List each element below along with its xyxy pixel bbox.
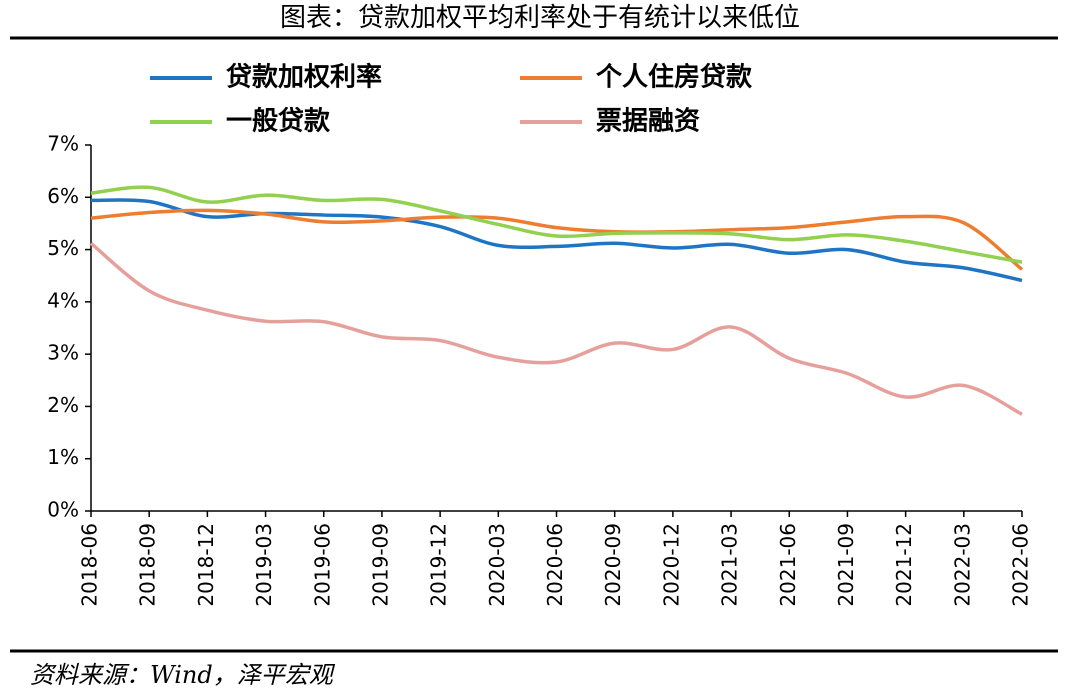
x-tick-label: 2019-06 [310,523,334,607]
series-line [89,241,1023,416]
series-line [90,198,1023,283]
x-tick-label: 2020-09 [601,523,625,607]
x-tick-label: 2021-09 [834,523,858,607]
y-tick-label: 4% [47,288,79,312]
y-tick-label: 2% [47,393,79,417]
x-tick-label: 2020-06 [543,523,567,607]
series-line [90,185,1023,264]
x-tick-label: 2021-03 [718,523,742,607]
y-tick-label: 3% [47,341,79,365]
x-tick-label: 2022-06 [1009,523,1033,607]
x-tick-label: 2018-09 [136,523,160,607]
x-tick-label: 2020-12 [659,523,683,607]
x-tick-label: 2020-03 [485,523,509,607]
y-tick-label: 6% [47,184,79,208]
series-line [90,208,1024,271]
x-tick-label: 2019-03 [252,523,276,607]
y-tick-label: 1% [47,445,79,469]
x-tick-label: 2022-03 [950,523,974,607]
y-tick-label: 0% [47,498,79,522]
legend-label: 票据融资 [596,107,700,137]
chart-title: 图表：贷款加权平均利率处于有统计以来低位 [280,3,800,33]
y-tick-label: 7% [47,132,79,156]
y-tick-label: 5% [47,236,79,260]
source-note: 资料来源：Wind，泽平宏观 [30,661,336,689]
legend-label: 贷款加权利率 [226,62,382,93]
x-tick-label: 2021-06 [776,523,800,607]
x-tick-label: 2021-12 [892,523,916,607]
x-tick-label: 2019-12 [427,523,451,607]
x-tick-label: 2018-06 [78,523,102,607]
x-tick-label: 2018-12 [194,523,218,607]
legend-label: 个人住房贷款 [596,62,753,93]
legend-label: 一般贷款 [226,106,331,137]
x-tick-label: 2019-09 [368,523,392,607]
